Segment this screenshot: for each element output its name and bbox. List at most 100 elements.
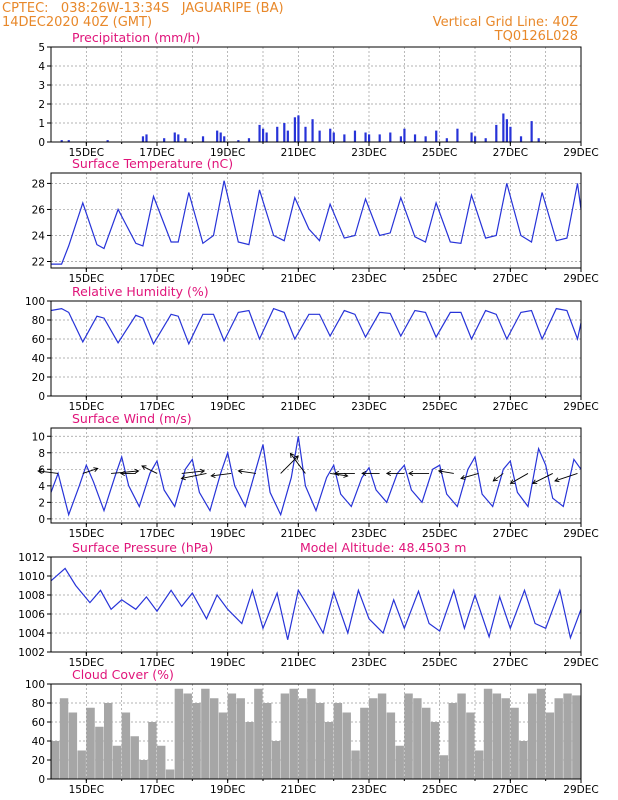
wind-arrow (460, 473, 479, 480)
precip-bar (262, 128, 265, 142)
x-tick-label: 15DEC (69, 401, 104, 413)
wind-arrow (181, 468, 206, 474)
wind-arrow (180, 472, 207, 481)
cloud-bar (121, 712, 131, 779)
x-tick-label: 23DEC (351, 784, 386, 796)
x-tick-label: 17DEC (139, 401, 174, 413)
wind-arrow (531, 473, 553, 485)
x-tick-label: 17DEC (139, 784, 174, 796)
precip-bar (163, 138, 166, 142)
cloud-bar (439, 755, 449, 779)
precip-bar (265, 132, 268, 142)
cloud-bar (351, 750, 360, 779)
precip-bar (311, 119, 314, 142)
y-tick-label: 6 (38, 464, 45, 476)
panel-title: Surface Temperature (nC) (72, 156, 233, 171)
panel-frame (50, 300, 582, 397)
x-tick-label: 27DEC (493, 657, 528, 669)
panel-title: Relative Humidity (%) (72, 284, 209, 299)
x-tick-label: 23DEC (351, 147, 386, 159)
precip-bar (474, 136, 477, 142)
precip-bar (177, 134, 180, 142)
cloud-bar (369, 698, 378, 779)
x-tick-label: 29DEC (563, 273, 598, 285)
precip-bar (237, 140, 240, 142)
cloud-bar (536, 688, 546, 779)
y-tick-label: 1006 (18, 609, 45, 621)
wind-arrow-shaft (82, 468, 98, 474)
precip-bar (332, 132, 335, 142)
wind-arrow-head (460, 474, 466, 480)
wind-arrow-head (531, 479, 538, 485)
y-tick-label: 100 (25, 679, 45, 691)
y-tick-label: 26 (32, 204, 46, 216)
precip-bar (258, 124, 261, 142)
x-tick-label: 25DEC (422, 528, 457, 540)
panel-title: Precipitation (mm/h) (72, 30, 200, 45)
wind-arrow (289, 452, 306, 474)
cloud-bar (245, 722, 254, 779)
wind-arrow-head (492, 476, 498, 482)
wind-arrow-shaft (181, 472, 207, 479)
wind-arrow-head (199, 468, 206, 474)
wind-arrow (509, 473, 529, 484)
wind-arrow (385, 470, 405, 476)
precip-bar (184, 138, 187, 142)
y-tick-label: 0 (38, 137, 45, 149)
wind-arrow (119, 470, 136, 476)
wind-arrow (237, 468, 256, 474)
x-tick-label: 23DEC (351, 401, 386, 413)
precip-bar (60, 140, 63, 142)
cloud-bar (563, 693, 572, 779)
precip-bar (223, 136, 226, 142)
cloud-bar (139, 760, 148, 779)
x-tick-label: 23DEC (351, 657, 386, 669)
wind-arrow (361, 470, 380, 476)
precip-bar (106, 140, 109, 142)
cloud-bar (342, 712, 351, 779)
header-grid-line: Vertical Grid Line: 40Z (433, 15, 578, 30)
y-tick-label: 1012 (18, 552, 45, 564)
x-tick-label: 17DEC (139, 273, 174, 285)
panel-title: Surface Pressure (hPa) (72, 540, 213, 555)
wind-arrow-shaft (554, 473, 578, 482)
cloud-bar (174, 688, 184, 779)
x-tick-label: 27DEC (493, 147, 528, 159)
cloud-bar (545, 712, 555, 779)
x-tick-label: 17DEC (139, 657, 174, 669)
panel-frame (50, 427, 582, 524)
cloud-bar (51, 741, 60, 779)
cloud-bar (95, 726, 104, 779)
wind-arrow-head (293, 455, 299, 461)
series-line-surface-pressure (50, 567, 582, 640)
wind-arrow-head (343, 472, 349, 478)
y-tick-label: 4 (38, 481, 45, 493)
cloud-bar (377, 693, 387, 779)
panel-relative-humidity: 0 20 40 60 80 100 15DEC 17DEC 19DEC 21DEC 23DEC 25D… (25, 284, 599, 413)
cloud-bar (218, 712, 228, 779)
precip-bar (368, 134, 371, 142)
wind-arrow-head (437, 469, 444, 475)
y-tick-label: 40 (32, 353, 45, 365)
wind-arrow-head (554, 477, 560, 483)
x-tick-label: 25DEC (422, 273, 457, 285)
cloud-bar (298, 698, 307, 779)
y-tick-label: 60 (32, 334, 45, 346)
cloud-bar (289, 688, 298, 779)
panel-frame (50, 46, 582, 143)
y-tick-label: 80 (32, 315, 45, 327)
x-tick-label: 15DEC (69, 147, 104, 159)
cloud-bar (457, 693, 466, 779)
wind-arrow-head (361, 470, 367, 476)
wind-arrow-head (180, 475, 186, 481)
cloud-bar (112, 745, 122, 779)
wind-arrow (111, 468, 140, 474)
cloud-bar (280, 693, 290, 779)
cloud-bar (501, 698, 510, 779)
precip-bar (201, 136, 205, 142)
wind-arrow-head (408, 470, 414, 476)
cloud-bar (528, 693, 537, 779)
precip-bar (276, 126, 279, 142)
y-tick-label: 80 (32, 698, 45, 710)
x-tick-label: 27DEC (493, 401, 528, 413)
